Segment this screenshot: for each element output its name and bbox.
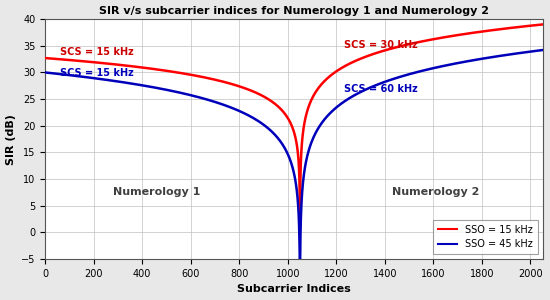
- Legend: SSO = 15 kHz, SSO = 45 kHz: SSO = 15 kHz, SSO = 45 kHz: [433, 220, 538, 254]
- Text: Numerology 1: Numerology 1: [113, 187, 201, 197]
- Y-axis label: SIR (dB): SIR (dB): [6, 114, 15, 165]
- Title: SIR v/s subcarrier indices for Numerology 1 and Numerology 2: SIR v/s subcarrier indices for Numerolog…: [99, 6, 489, 16]
- Text: SCS = 30 kHz: SCS = 30 kHz: [344, 40, 417, 50]
- Text: SCS = 60 kHz: SCS = 60 kHz: [344, 84, 417, 94]
- Text: Numerology 2: Numerology 2: [392, 187, 480, 197]
- Text: SCS = 15 kHz: SCS = 15 kHz: [60, 47, 134, 57]
- Text: SCS = 15 kHz: SCS = 15 kHz: [60, 68, 134, 78]
- X-axis label: Subcarrier Indices: Subcarrier Indices: [237, 284, 351, 294]
